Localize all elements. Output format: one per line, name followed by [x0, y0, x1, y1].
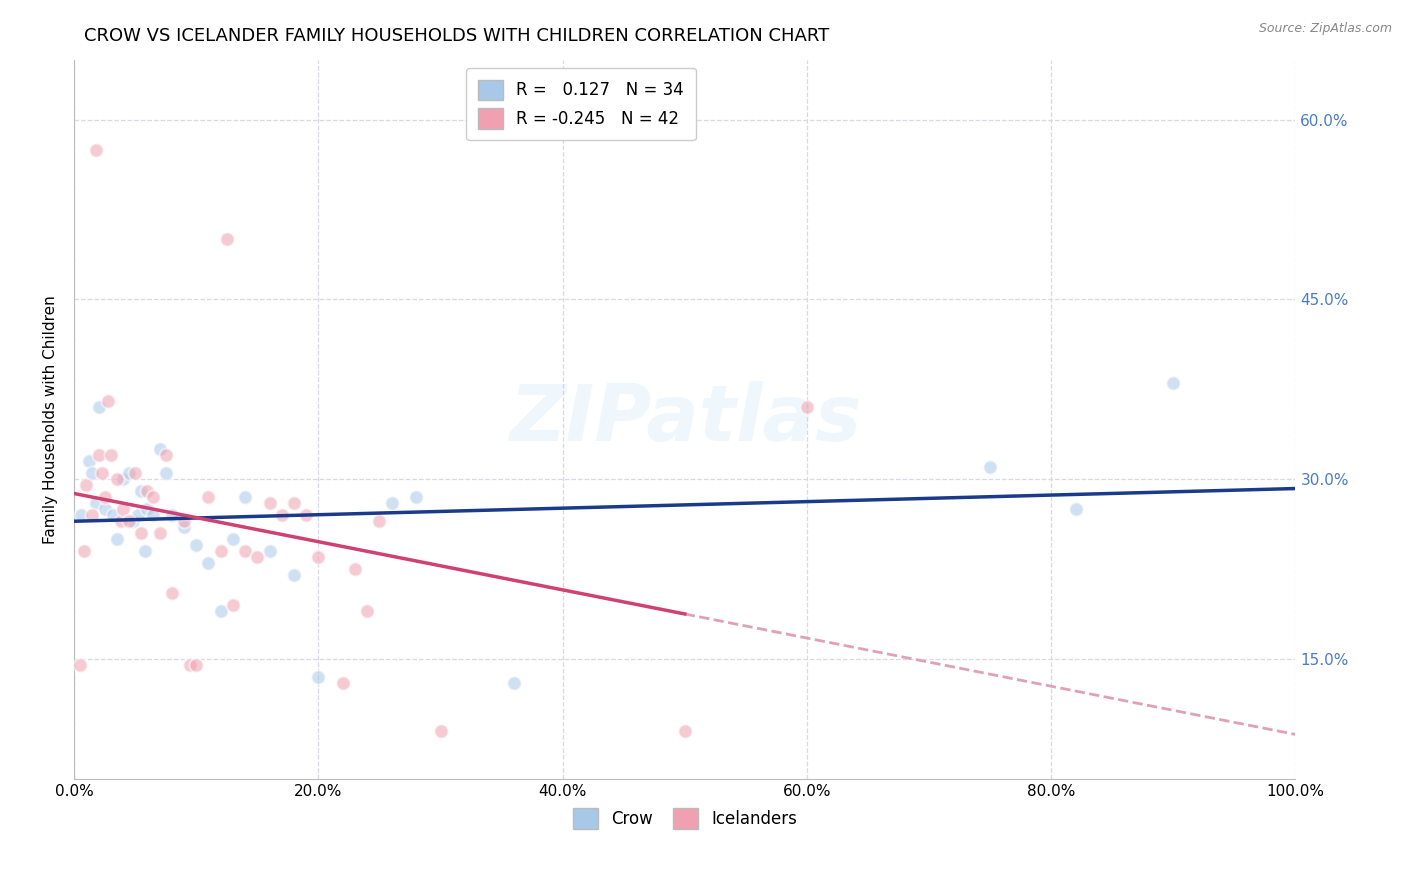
Point [129, 484, 152, 499]
Point [270, 508, 292, 523]
Point [111, 472, 134, 486]
Point [222, 532, 245, 546]
Point [127, 508, 149, 523]
Point [155, 467, 177, 481]
Point [186, 658, 208, 673]
Point [233, 544, 256, 558]
Point [222, 598, 245, 612]
Point [142, 508, 165, 523]
Point [259, 544, 281, 558]
Point [295, 508, 318, 523]
Point [173, 514, 195, 528]
Point [84, 496, 107, 510]
Point [179, 658, 201, 673]
Point [70, 508, 93, 523]
Point [111, 502, 134, 516]
Point [101, 508, 124, 523]
Point [84, 143, 107, 157]
Point [979, 460, 1001, 475]
Point [233, 490, 256, 504]
Point [118, 467, 141, 481]
Point [149, 526, 172, 541]
Text: Source: ZipAtlas.com: Source: ZipAtlas.com [1258, 22, 1392, 36]
Point [136, 502, 159, 516]
Point [502, 676, 524, 690]
Text: CROW VS ICELANDER FAMILY HOUSEHOLDS WITH CHILDREN CORRELATION CHART: CROW VS ICELANDER FAMILY HOUSEHOLDS WITH… [84, 27, 830, 45]
Point [105, 472, 128, 486]
Point [75, 478, 97, 492]
Point [405, 490, 427, 504]
Point [160, 586, 183, 600]
Point [110, 514, 132, 528]
Point [368, 514, 391, 528]
Point [82, 467, 104, 481]
Point [356, 604, 378, 618]
Point [1163, 376, 1185, 391]
Point [1064, 502, 1087, 516]
Point [381, 496, 404, 510]
Legend: Crow, Icelanders: Crow, Icelanders [567, 802, 804, 835]
Point [796, 401, 818, 415]
Point [77, 454, 100, 468]
Point [307, 550, 329, 565]
Point [93, 502, 115, 516]
Point [129, 526, 152, 541]
Point [118, 514, 141, 528]
Point [91, 467, 114, 481]
Point [215, 232, 238, 246]
Point [186, 538, 208, 552]
Point [246, 550, 269, 565]
Point [343, 562, 366, 576]
Point [283, 496, 305, 510]
Point [209, 544, 232, 558]
Point [283, 568, 305, 582]
Point [332, 676, 354, 690]
Point [259, 496, 281, 510]
Point [136, 484, 159, 499]
Point [209, 604, 232, 618]
Point [155, 448, 177, 462]
Point [142, 490, 165, 504]
Point [105, 532, 128, 546]
Point [197, 490, 219, 504]
Point [100, 448, 122, 462]
Point [307, 670, 329, 684]
Point [93, 490, 115, 504]
Y-axis label: Family Households with Children: Family Households with Children [44, 295, 58, 543]
Point [160, 508, 183, 523]
Point [73, 544, 96, 558]
Point [134, 544, 156, 558]
Point [97, 394, 120, 409]
Point [124, 467, 146, 481]
Point [197, 556, 219, 570]
Point [87, 401, 110, 415]
Point [673, 723, 696, 738]
Point [69, 658, 91, 673]
Point [87, 448, 110, 462]
Point [82, 508, 104, 523]
Point [121, 514, 143, 528]
Point [429, 723, 451, 738]
Point [149, 442, 172, 457]
Point [173, 520, 195, 534]
Text: ZIPatlas: ZIPatlas [509, 381, 860, 458]
